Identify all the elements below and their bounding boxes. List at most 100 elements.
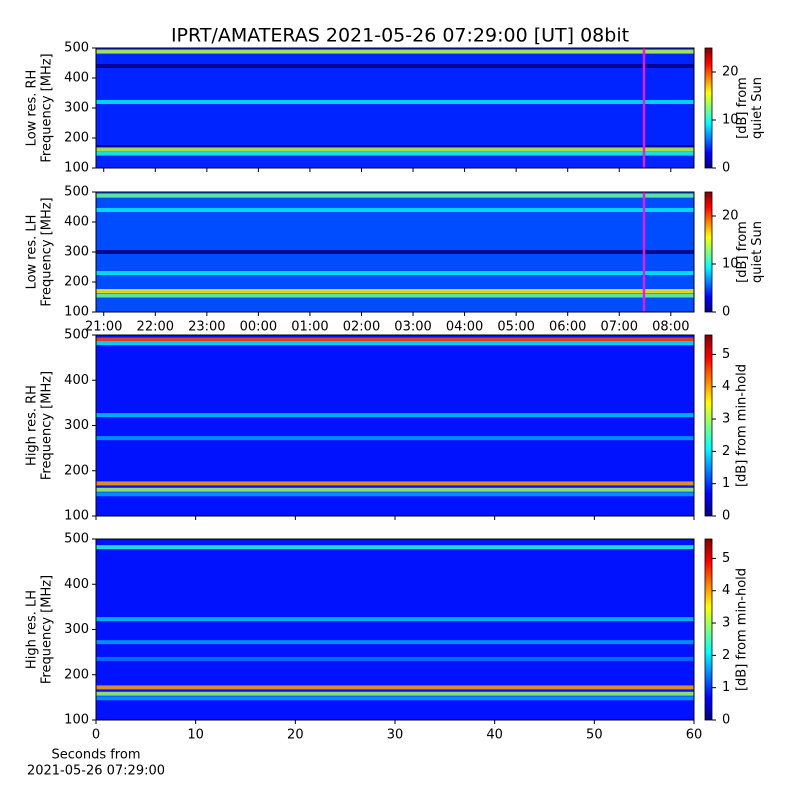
x-tick-label: 06:00 bbox=[549, 320, 586, 335]
x-tick-label: 04:00 bbox=[446, 320, 483, 335]
colorbar-tick-label: 5 bbox=[722, 551, 730, 566]
heatmap-background bbox=[96, 335, 694, 516]
colorbar-label: [dB] from bbox=[735, 77, 750, 139]
band bbox=[96, 487, 694, 492]
colorbar-tick-label: 5 bbox=[722, 347, 730, 362]
band bbox=[96, 656, 694, 661]
y-tick-label: 100 bbox=[64, 161, 89, 176]
x-tick-label: 21:00 bbox=[85, 320, 122, 335]
band bbox=[96, 545, 694, 550]
y-axis-label: Frequency [MHz] bbox=[40, 371, 55, 480]
colorbar-tick-label: 1 bbox=[722, 680, 730, 695]
colorbar-tick-label: 4 bbox=[722, 583, 730, 598]
colorbar-label: [dB] from min-hold bbox=[735, 364, 750, 487]
y-tick-label: 100 bbox=[64, 509, 89, 524]
band bbox=[96, 193, 694, 198]
x-tick-label: 22:00 bbox=[137, 320, 174, 335]
y-axis-label: Frequency [MHz] bbox=[40, 575, 55, 684]
band bbox=[96, 436, 694, 441]
colorbar-tick-label: 10 bbox=[722, 113, 739, 128]
band bbox=[96, 100, 694, 104]
band bbox=[96, 640, 694, 645]
colorbar-label: quiet Sun bbox=[750, 221, 765, 283]
band bbox=[96, 337, 694, 342]
band bbox=[96, 64, 694, 68]
x-tick-label: 07:00 bbox=[601, 320, 638, 335]
x-tick-label: 0 bbox=[92, 728, 100, 743]
band bbox=[96, 691, 694, 696]
figure-title: IPRT/AMATERAS 2021-05-26 07:29:00 [UT] 0… bbox=[171, 25, 629, 47]
band bbox=[96, 151, 694, 156]
colorbar-label: [dB] from min-hold bbox=[735, 568, 750, 691]
x-axis-label: 2021-05-26 07:29:00 bbox=[27, 764, 165, 779]
band bbox=[96, 293, 694, 298]
colorbar-label: quiet Sun bbox=[750, 77, 765, 139]
y-tick-label: 200 bbox=[64, 463, 89, 478]
band bbox=[96, 208, 694, 212]
y-tick-label: 100 bbox=[64, 305, 89, 320]
band bbox=[96, 685, 694, 690]
y-axis-label: Frequency [MHz] bbox=[40, 53, 55, 162]
x-tick-label: 10 bbox=[187, 728, 204, 743]
y-tick-label: 200 bbox=[64, 275, 89, 290]
colorbar-tick-label: 0 bbox=[722, 161, 730, 176]
y-tick-label: 200 bbox=[64, 667, 89, 682]
x-tick-label: 40 bbox=[486, 728, 503, 743]
y-axis-label: High res. RH bbox=[25, 385, 40, 466]
y-axis-label: Frequency [MHz] bbox=[40, 197, 55, 306]
band bbox=[96, 413, 694, 418]
colorbar-tick-label: 0 bbox=[722, 509, 730, 524]
band bbox=[96, 49, 694, 54]
y-tick-label: 400 bbox=[64, 215, 89, 230]
y-tick-label: 200 bbox=[64, 131, 89, 146]
y-tick-label: 300 bbox=[64, 418, 89, 433]
band bbox=[96, 289, 694, 293]
x-tick-label: 05:00 bbox=[497, 320, 534, 335]
heatmap-background bbox=[96, 539, 694, 720]
x-tick-label: 00:00 bbox=[240, 320, 277, 335]
y-tick-label: 300 bbox=[64, 622, 89, 637]
colorbar-tick-label: 3 bbox=[722, 412, 730, 427]
colorbar-tick-label: 2 bbox=[722, 444, 730, 459]
colorbar-tick-label: 10 bbox=[722, 257, 739, 272]
y-tick-label: 400 bbox=[64, 577, 89, 592]
colorbar-tick-label: 0 bbox=[722, 713, 730, 728]
y-tick-label: 400 bbox=[64, 71, 89, 86]
y-tick-label: 500 bbox=[64, 328, 89, 343]
band bbox=[96, 492, 694, 497]
x-tick-label: 08:00 bbox=[652, 320, 689, 335]
y-axis-label: Low res. RH bbox=[25, 70, 40, 147]
y-tick-label: 500 bbox=[64, 185, 89, 200]
colorbar-tick-label: 4 bbox=[722, 379, 730, 394]
colorbar bbox=[704, 191, 713, 313]
colorbar bbox=[704, 334, 713, 517]
band bbox=[96, 250, 694, 254]
colorbar-label: [dB] from bbox=[735, 221, 750, 283]
y-tick-label: 300 bbox=[64, 101, 89, 116]
x-tick-label: 23:00 bbox=[188, 320, 225, 335]
y-axis-label: High res. LH bbox=[25, 590, 40, 669]
colorbar bbox=[704, 538, 713, 721]
x-tick-label: 20 bbox=[287, 728, 304, 743]
colorbar bbox=[704, 47, 713, 169]
x-tick-label: 01:00 bbox=[291, 320, 328, 335]
y-tick-label: 500 bbox=[64, 532, 89, 547]
x-tick-label: 50 bbox=[586, 728, 603, 743]
y-tick-label: 300 bbox=[64, 245, 89, 260]
band bbox=[96, 147, 694, 152]
band bbox=[96, 145, 694, 149]
x-tick-label: 02:00 bbox=[343, 320, 380, 335]
band bbox=[96, 481, 694, 486]
colorbar-tick-label: 0 bbox=[722, 305, 730, 320]
y-tick-label: 400 bbox=[64, 373, 89, 388]
band bbox=[96, 341, 694, 346]
colorbar-tick-label: 3 bbox=[722, 616, 730, 631]
band bbox=[96, 696, 694, 701]
x-tick-label: 03:00 bbox=[394, 320, 431, 335]
band bbox=[96, 271, 694, 275]
colorbar-tick-label: 2 bbox=[722, 648, 730, 663]
colorbar-tick-label: 20 bbox=[722, 65, 739, 80]
x-tick-label: 60 bbox=[686, 728, 703, 743]
